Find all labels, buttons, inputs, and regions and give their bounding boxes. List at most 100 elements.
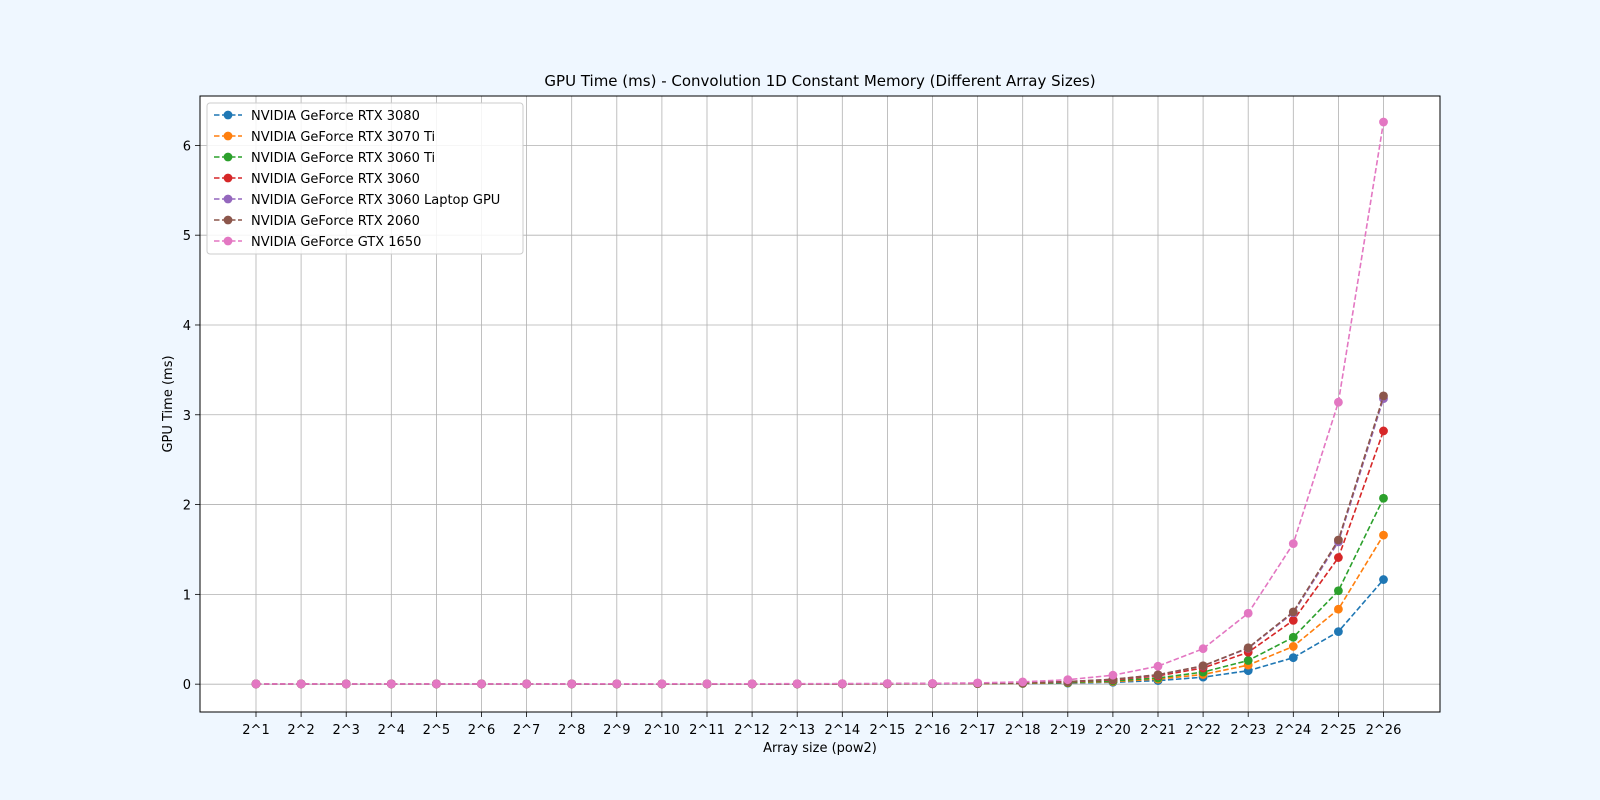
data-point	[1018, 677, 1028, 687]
data-point	[1334, 604, 1343, 614]
x-tick-label: 2^11	[689, 723, 725, 738]
data-point	[1334, 397, 1343, 407]
data-point	[1198, 661, 1208, 671]
x-tick-label: 2^23	[1230, 723, 1266, 738]
x-tick-label: 2^8	[558, 723, 585, 738]
data-point	[883, 679, 892, 688]
data-point	[973, 678, 982, 688]
y-tick-label: 3	[183, 409, 191, 424]
x-tick-label: 2^22	[1185, 723, 1221, 738]
legend-swatch-marker	[223, 173, 233, 183]
series-line	[256, 121, 1385, 685]
data-point	[928, 678, 937, 688]
x-tick-label: 2^16	[915, 723, 951, 738]
y-axis-ticks: 0 1 2 3 4 5 6	[183, 139, 200, 693]
x-tick-label: 2^4	[378, 723, 405, 738]
legend-item: NVIDIA GeForce RTX 3060	[214, 172, 420, 187]
legend-item: NVIDIA GeForce RTX 3060 Ti	[214, 151, 435, 166]
data-point	[522, 679, 531, 689]
data-point	[657, 679, 667, 689]
legend-swatch-marker	[223, 131, 233, 141]
legend: NVIDIA GeForce RTX 3080 NVIDIA GeForce RT…	[206, 102, 524, 255]
x-tick-label: 2^9	[603, 723, 630, 738]
x-tick-label: 2^24	[1275, 723, 1311, 738]
legend-swatch-marker	[223, 215, 233, 225]
y-tick-label: 2	[183, 499, 191, 514]
x-tick-label: 2^19	[1050, 723, 1086, 738]
data-point	[296, 679, 306, 689]
data-point	[1243, 656, 1253, 665]
data-point	[1379, 426, 1388, 436]
data-point	[1288, 642, 1298, 651]
data-point	[837, 679, 847, 689]
x-tick-label: 2^20	[1095, 723, 1131, 738]
x-axis-label: Array size (pow2)	[763, 741, 877, 756]
legend-item: NVIDIA GeForce RTX 2060	[214, 214, 420, 229]
x-tick-label: 2^15	[870, 723, 906, 738]
legend-swatch-marker	[223, 236, 233, 246]
x-tick-label: 2^5	[423, 723, 450, 738]
x-tick-label: 2^13	[779, 723, 815, 738]
x-tick-label: 2^12	[734, 723, 770, 738]
data-point	[1243, 643, 1253, 653]
data-point	[792, 679, 802, 689]
data-point	[432, 679, 441, 689]
legend-swatch-marker	[223, 194, 233, 204]
legend-label: NVIDIA GeForce RTX 3080	[251, 109, 420, 124]
x-tick-label: 2^18	[1005, 723, 1041, 738]
x-tick-label: 2^17	[960, 723, 996, 738]
data-point	[1288, 607, 1298, 617]
data-point	[341, 679, 351, 689]
plot-frame	[199, 95, 1441, 713]
data-point	[1153, 670, 1163, 680]
x-tick-label: 2^21	[1140, 723, 1176, 738]
data-point	[1153, 661, 1163, 671]
x-tick-label: 2^26	[1366, 723, 1402, 738]
y-tick-label: 5	[183, 229, 191, 244]
data-point	[1334, 627, 1343, 637]
series-layer	[251, 117, 1388, 689]
legend-item: NVIDIA GeForce GTX 1650	[214, 235, 421, 250]
legend-label: NVIDIA GeForce GTX 1650	[251, 235, 421, 250]
x-tick-label: 2^6	[468, 723, 495, 738]
legend-swatch-marker	[223, 110, 233, 120]
legend-label: NVIDIA GeForce RTX 3070 Ti	[251, 130, 435, 145]
legend-item: NVIDIA GeForce RTX 3070 Ti	[214, 130, 435, 145]
x-axis-ticks: 2^1 2^2 2^3 2^4 2^5 2^6 2^7 2^8 2^9 2^10 2^11 2^12 2…	[242, 712, 1401, 738]
data-point	[1108, 670, 1118, 680]
legend-label: NVIDIA GeForce RTX 3060	[251, 172, 420, 187]
legend-box	[206, 102, 524, 255]
legend-label: NVIDIA GeForce RTX 2060	[251, 214, 420, 229]
y-tick-label: 6	[183, 139, 191, 154]
data-point	[1334, 586, 1343, 596]
data-point	[477, 679, 486, 689]
data-point	[1288, 616, 1298, 625]
legend-item: NVIDIA GeForce RTX 3060 Laptop GPU	[214, 193, 500, 208]
data-point	[747, 679, 757, 689]
y-axis-label: GPU Time (ms)	[161, 355, 176, 452]
data-point	[1379, 493, 1388, 503]
data-point	[1379, 117, 1388, 127]
data-point	[567, 679, 577, 689]
data-point	[1243, 608, 1253, 618]
data-point	[1288, 632, 1298, 642]
x-tick-label: 2^1	[242, 723, 269, 738]
data-point	[1198, 644, 1208, 654]
legend-label: NVIDIA GeForce RTX 3060 Ti	[251, 151, 435, 166]
data-point	[1379, 575, 1388, 584]
y-tick-label: 0	[183, 678, 191, 693]
x-tick-label: 2^25	[1321, 723, 1357, 738]
x-tick-label: 2^14	[824, 723, 860, 738]
legend-item: NVIDIA GeForce RTX 3080	[214, 109, 420, 124]
chart-title: GPU Time (ms) - Convolution 1D Constant …	[544, 72, 1095, 90]
data-point	[1063, 675, 1073, 685]
data-point	[612, 679, 622, 689]
data-point	[1288, 539, 1298, 549]
data-point	[1379, 530, 1388, 540]
x-tick-label: 2^2	[287, 723, 314, 738]
y-tick-label: 4	[183, 319, 191, 334]
data-point	[702, 679, 712, 689]
data-point	[1379, 391, 1388, 401]
data-point	[1334, 535, 1343, 545]
